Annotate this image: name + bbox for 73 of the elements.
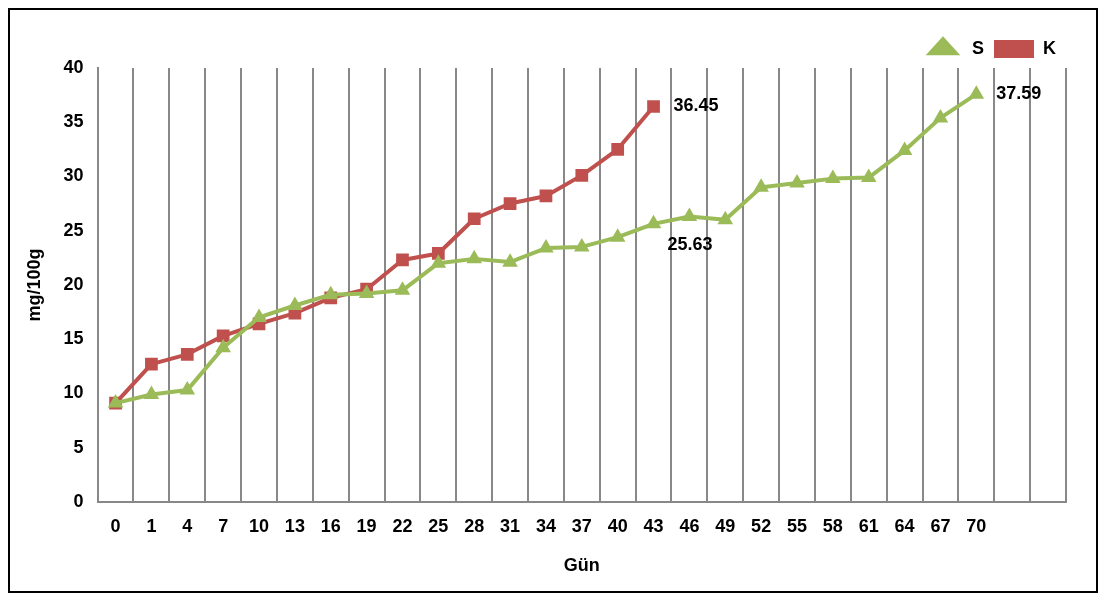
point xyxy=(467,212,481,226)
point xyxy=(647,100,660,113)
point xyxy=(251,308,267,322)
point xyxy=(645,214,662,229)
x-tick-label: 55 xyxy=(786,515,808,536)
x-tick-label: 16 xyxy=(320,515,341,536)
x-tick-label: 64 xyxy=(894,515,915,536)
point xyxy=(216,329,230,343)
point xyxy=(179,381,196,395)
point xyxy=(466,249,483,264)
point xyxy=(789,173,805,188)
x-tick-label: 10 xyxy=(249,515,270,536)
y-tick-label: 35 xyxy=(63,111,84,132)
y-tick-label: 5 xyxy=(73,436,84,457)
point xyxy=(860,168,877,183)
x-tick-label: 7 xyxy=(218,515,229,536)
point xyxy=(430,254,447,268)
x-tick-label: 40 xyxy=(607,515,628,536)
x-tick-label: 34 xyxy=(535,515,556,536)
point xyxy=(180,347,194,361)
x-tick-label: 28 xyxy=(464,515,485,536)
point xyxy=(396,253,409,267)
point xyxy=(538,239,554,253)
point xyxy=(681,207,698,222)
point xyxy=(753,178,769,192)
point xyxy=(609,228,626,242)
data-label: 37.59 xyxy=(996,83,1042,104)
point xyxy=(215,338,231,353)
point xyxy=(143,385,160,399)
point xyxy=(322,285,339,300)
x-tick-label: 61 xyxy=(858,515,879,536)
y-tick-label: 25 xyxy=(63,219,84,240)
x-tick-label: 1 xyxy=(146,515,157,536)
data-label: 36.45 xyxy=(673,95,719,116)
y-axis-title: mg/100g xyxy=(23,248,44,322)
point xyxy=(575,169,589,182)
x-axis-title: Gün xyxy=(563,555,600,576)
x-tick-label: 22 xyxy=(392,515,413,536)
y-tick-label: 40 xyxy=(63,56,84,77)
x-tick-label: 70 xyxy=(966,515,987,536)
y-tick-label: 10 xyxy=(63,382,84,403)
x-tick-label: 46 xyxy=(679,515,700,536)
legend-label: K xyxy=(1043,37,1056,58)
y-tick-label: 20 xyxy=(63,273,84,294)
x-tick-label: 19 xyxy=(356,515,377,536)
point xyxy=(145,357,158,371)
point xyxy=(287,296,303,311)
point xyxy=(932,108,949,123)
data-label: 25.63 xyxy=(667,233,713,254)
x-tick-label: 0 xyxy=(110,515,121,536)
x-tick-label: 4 xyxy=(182,515,193,536)
legend-label: S xyxy=(972,37,985,58)
x-tick-label: 67 xyxy=(930,515,951,536)
x-tick-label: 43 xyxy=(643,515,664,536)
x-tick-label: 52 xyxy=(751,515,772,536)
point xyxy=(503,197,517,210)
point xyxy=(825,169,841,184)
point xyxy=(502,253,518,267)
x-tick-label: 31 xyxy=(500,515,521,536)
y-tick-label: 30 xyxy=(63,165,84,186)
y-tick-label: 0 xyxy=(73,490,84,511)
x-tick-label: 13 xyxy=(284,515,305,536)
point xyxy=(574,237,590,252)
x-tick-label: 37 xyxy=(571,515,592,536)
y-tick-label: 15 xyxy=(63,328,84,349)
point xyxy=(717,210,734,225)
x-tick-label: 58 xyxy=(822,515,843,536)
point xyxy=(394,281,411,295)
point xyxy=(896,141,913,155)
point xyxy=(611,142,625,156)
x-tick-label: 25 xyxy=(428,515,449,536)
x-tick-label: 49 xyxy=(715,515,736,536)
point xyxy=(968,85,985,99)
